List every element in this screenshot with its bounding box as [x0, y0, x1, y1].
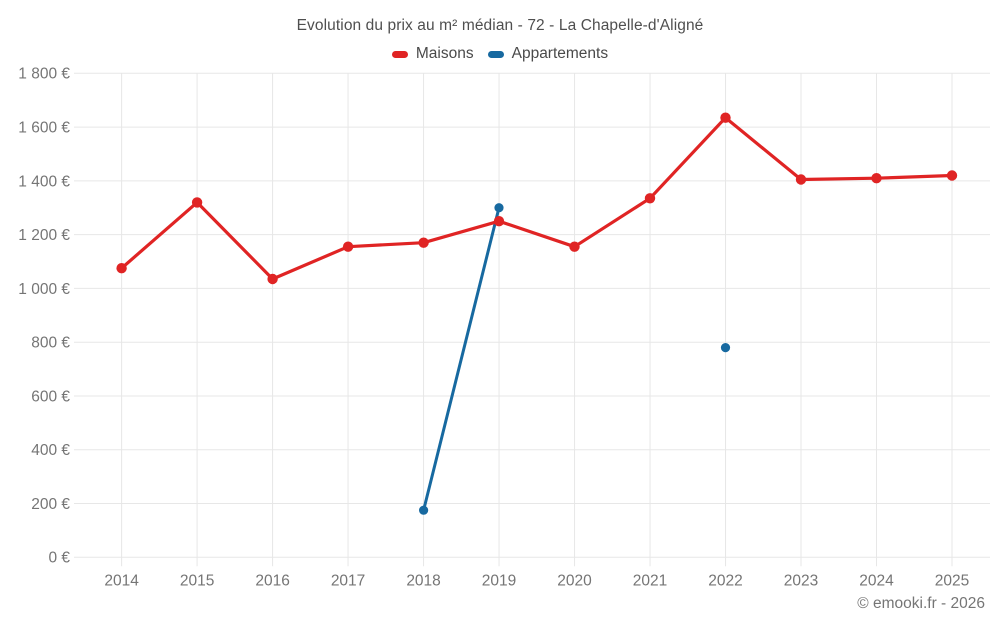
x-tick-label: 2014: [104, 572, 139, 589]
y-tick-label: 1 000 €: [18, 281, 70, 298]
maisons-series-swatch-icon: [391, 50, 408, 58]
appartements-series-swatch-icon: [487, 50, 504, 58]
y-tick-label: 1 400 €: [18, 173, 70, 190]
legend-label-maisons: Maisons: [415, 45, 474, 62]
point-appartements-2018[interactable]: [419, 505, 429, 515]
legend: Maisons Appartements: [0, 44, 1000, 64]
x-tick-label: 2015: [180, 572, 214, 589]
point-maisons-2017[interactable]: [342, 241, 354, 252]
legend-item-appartements[interactable]: Appartements: [487, 45, 609, 63]
x-tick-label: 2016: [255, 572, 289, 589]
y-tick-label: 1 800 €: [18, 66, 70, 83]
series-maisons: [116, 112, 958, 285]
point-maisons-2019[interactable]: [493, 216, 505, 227]
legend-label-appartements: Appartements: [511, 45, 609, 62]
y-tick-label: 600 €: [31, 388, 70, 405]
point-maisons-2018[interactable]: [418, 237, 429, 248]
copyright-text: © emooki.fr - 2026: [857, 595, 985, 612]
x-tick-label: 2019: [482, 572, 516, 589]
y-tick-label: 400 €: [31, 442, 70, 459]
x-tick-label: 2020: [557, 572, 592, 589]
x-tick-label: 2017: [331, 572, 365, 589]
point-maisons-2023[interactable]: [795, 174, 807, 185]
y-tick-label: 0 €: [48, 550, 70, 567]
point-maisons-2021[interactable]: [644, 193, 656, 204]
x-tick-label: 2023: [784, 572, 818, 589]
gridlines: [74, 72, 990, 567]
x-tick-label: 2021: [633, 572, 667, 589]
point-appartements-2022[interactable]: [720, 343, 731, 353]
point-maisons-2015[interactable]: [191, 197, 203, 208]
y-tick-label: 1 600 €: [18, 120, 70, 137]
x-tick-label: 2025: [935, 572, 969, 589]
x-tick-label: 2018: [406, 572, 440, 589]
chart-title: Evolution du prix au m² médian - 72 - La…: [296, 17, 704, 34]
legend-item-maisons[interactable]: Maisons: [391, 45, 474, 63]
point-maisons-2022[interactable]: [720, 112, 731, 123]
series-appartements: [419, 203, 731, 515]
line-maisons: [120, 116, 954, 281]
point-maisons-2020[interactable]: [569, 241, 580, 252]
point-maisons-2024[interactable]: [871, 173, 882, 184]
line-appartements: [422, 206, 501, 512]
point-maisons-2016[interactable]: [267, 273, 278, 285]
y-tick-label: 800 €: [31, 335, 70, 352]
point-maisons-2025[interactable]: [946, 170, 958, 181]
y-tick-label: 1 200 €: [18, 227, 70, 244]
x-tick-label: 2022: [708, 572, 742, 589]
point-maisons-2014[interactable]: [116, 263, 127, 274]
point-appartements-2019[interactable]: [494, 203, 504, 213]
axis-labels: 0 € 200 € 400 € 600 € 800 € 1 000 € 1 200 € 1 4…: [18, 66, 969, 590]
x-tick-label: 2024: [859, 572, 894, 589]
y-tick-label: 200 €: [31, 496, 70, 513]
